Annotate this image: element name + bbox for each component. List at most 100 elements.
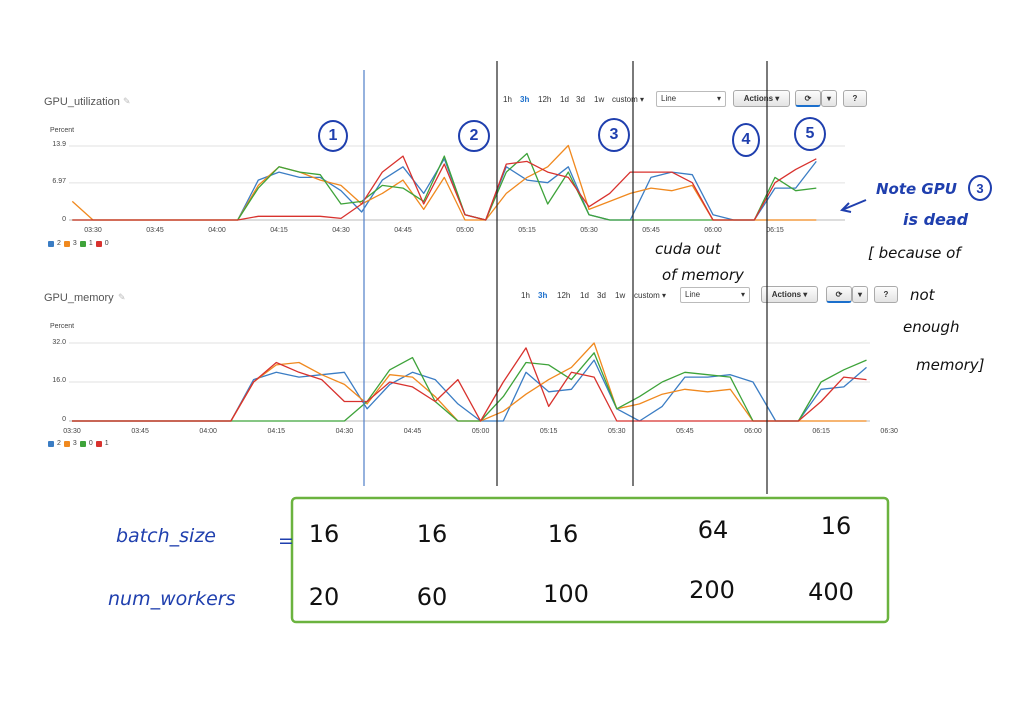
range-3h[interactable]: 3h (520, 95, 530, 104)
x-tick-label: 05:45 (676, 428, 694, 435)
caret-down-icon: ▾ (640, 95, 645, 104)
y-tick-label: 32.0 (52, 339, 66, 346)
bracket-note-line: not (910, 286, 935, 304)
caret-down-icon: ▾ (857, 290, 862, 299)
params-box (290, 496, 890, 624)
range-12h[interactable]: 12h (538, 95, 552, 104)
x-tick-label: 04:30 (332, 227, 350, 234)
range-1h[interactable]: 1h (503, 95, 512, 104)
legend-entry: 1 (104, 440, 109, 447)
num-workers-value: 20 (308, 583, 340, 611)
series-line-2 (237, 158, 817, 221)
range-1w[interactable]: 1w (615, 291, 626, 300)
batch-size-value: 16 (820, 512, 852, 540)
range-3h[interactable]: 3h (538, 291, 548, 300)
chart-title-gpu-memory: GPU_memory (44, 292, 114, 304)
x-tick-label: 04:45 (403, 428, 422, 435)
refresh-button[interactable]: ⟳ (795, 90, 821, 107)
x-tick-label: 05:15 (539, 428, 558, 435)
help-icon: ? (852, 94, 858, 103)
range-3d[interactable]: 3d (576, 95, 585, 104)
series-line-0 (72, 155, 817, 221)
caret-down-icon: ▾ (826, 94, 831, 103)
chevron-down-icon: ▾ (716, 94, 721, 103)
actions-button[interactable]: Actions ▾ (733, 90, 790, 107)
range-12h[interactable]: 12h (557, 291, 571, 300)
note-gpu-dead-line1: Note GPU (876, 180, 957, 198)
y-axis-unit-label: Percent (50, 127, 75, 134)
x-tick-label: 05:15 (518, 227, 536, 234)
refresh-options-button[interactable]: ▾ (852, 286, 868, 303)
x-tick-label: 06:00 (704, 227, 722, 234)
chart-type-select[interactable]: Line ▾ (680, 287, 750, 303)
range-1h[interactable]: 1h (521, 291, 530, 300)
y-tick-label: 16.0 (52, 377, 66, 384)
x-tick-label: 03:30 (84, 227, 102, 234)
legend-entry: 3 (72, 240, 77, 247)
edit-title-pencil-icon[interactable]: ✎ (118, 292, 126, 302)
num-workers-value: 100 (543, 580, 589, 608)
batch-size-value: 16 (308, 520, 340, 548)
range-3d[interactable]: 3d (597, 291, 606, 300)
x-tick-label: 05:00 (471, 428, 490, 435)
range-1w[interactable]: 1w (594, 95, 605, 104)
legend-gpu-memory: 2 3 0 1 (48, 440, 109, 447)
range-1d[interactable]: 1d (580, 291, 589, 300)
help-icon: ? (883, 290, 889, 299)
x-tick-label: 04:15 (267, 428, 286, 435)
row-label-num-workers: num_workers (108, 588, 236, 610)
help-button[interactable]: ? (874, 286, 898, 303)
refresh-icon: ⟳ (835, 289, 843, 299)
arrow-icon (841, 199, 867, 211)
arrow-head-icon (840, 202, 852, 213)
row-label-batch-size: batch_size (116, 525, 216, 547)
series-line-2 (72, 359, 867, 422)
x-tick-label: 05:45 (642, 227, 660, 234)
phase-marker: 5 (794, 117, 826, 151)
bracket-note-line: memory] (916, 356, 985, 374)
help-button[interactable]: ? (843, 90, 867, 107)
num-workers-value: 400 (808, 578, 854, 606)
edit-title-pencil-icon[interactable]: ✎ (123, 96, 131, 106)
legend-entry: 2 (57, 240, 61, 247)
bracket-note-line: enough (903, 318, 960, 336)
x-tick-label: 05:30 (580, 227, 598, 234)
x-tick-label: 06:30 (880, 428, 898, 435)
legend-entry: 2 (57, 440, 61, 447)
actions-button[interactable]: Actions ▾ (761, 286, 818, 303)
y-tick-label: 6.97 (52, 178, 66, 185)
range-1d[interactable]: 1d (560, 95, 569, 104)
legend-swatch (63, 240, 70, 247)
range-custom-label: custom (634, 291, 660, 300)
y-tick-label: 13.9 (52, 141, 66, 148)
chart-type-select[interactable]: Line ▾ (656, 91, 726, 107)
y-tick-label: 0 (62, 416, 66, 423)
range-custom-label: custom (612, 95, 638, 104)
chart-title-gpu-utilization: GPU_utilization (44, 96, 120, 108)
num-workers-value: 200 (689, 576, 735, 604)
refresh-button[interactable]: ⟳ (826, 286, 852, 303)
range-custom[interactable]: custom ▾ (634, 291, 666, 300)
x-tick-label: 05:00 (456, 227, 474, 234)
actions-label: Actions (743, 94, 774, 103)
series-line-1 (72, 347, 867, 422)
batch-size-value: 16 (416, 520, 448, 548)
y-axis-unit-label: Percent (50, 323, 75, 330)
range-custom[interactable]: custom ▾ (612, 95, 644, 104)
note-gpu-dead-line2: is dead (903, 210, 969, 229)
legend-entry: 1 (88, 240, 93, 247)
legend-entry: 0 (104, 240, 109, 247)
x-tick-label: 06:15 (812, 428, 830, 435)
phase-marker: 1 (318, 120, 348, 152)
legend-swatch (95, 440, 102, 447)
caret-down-icon: ▾ (803, 290, 808, 299)
caret-down-icon: ▾ (662, 291, 667, 300)
caret-down-icon: ▾ (775, 94, 780, 103)
legend-swatch (48, 240, 54, 247)
num-workers-value: 60 (416, 583, 448, 611)
phase-marker: 3 (598, 118, 630, 152)
chevron-down-icon: ▾ (740, 290, 745, 299)
legend-entry: 0 (88, 440, 93, 447)
refresh-options-button[interactable]: ▾ (821, 90, 837, 107)
